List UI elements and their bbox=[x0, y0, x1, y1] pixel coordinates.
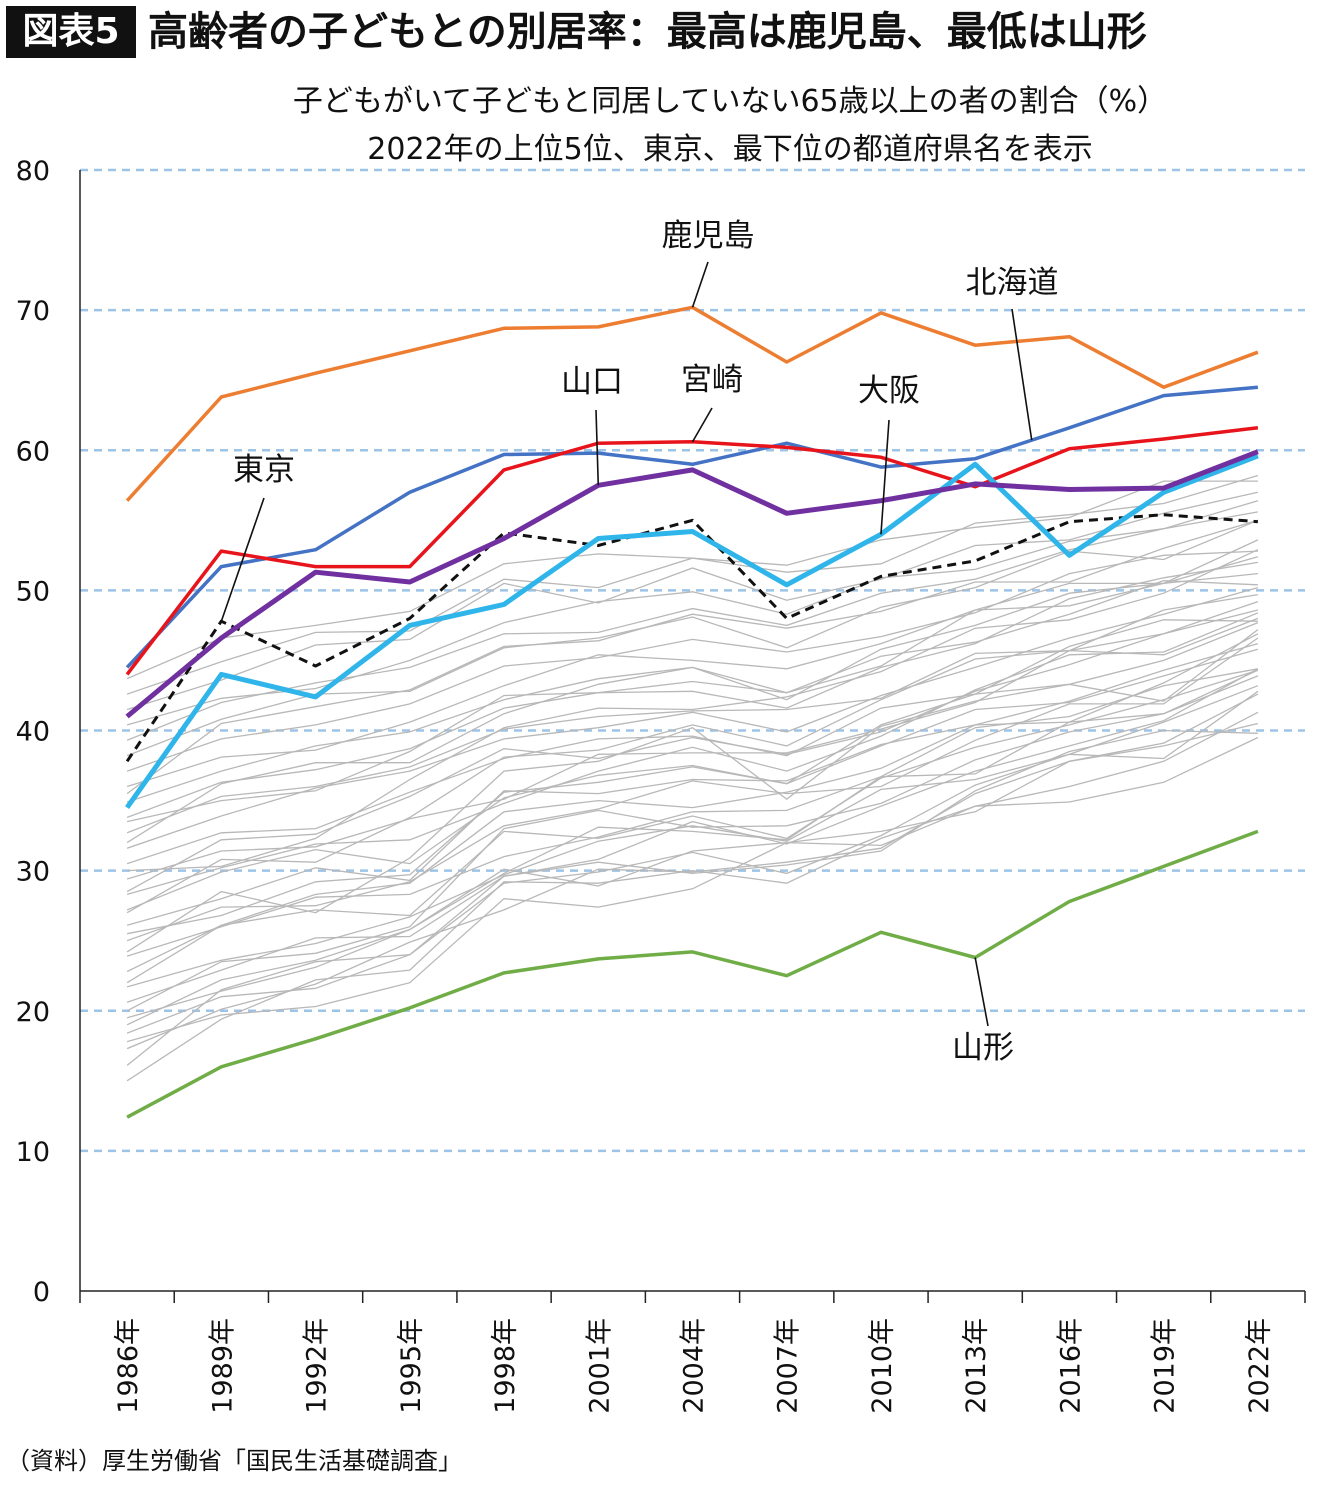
other-prefecture-line bbox=[126, 642, 1259, 926]
other-prefecture-line bbox=[126, 637, 1259, 942]
other-prefecture-line bbox=[126, 668, 1259, 1003]
other-prefecture-line bbox=[126, 500, 1259, 726]
x-tick-label: 2016年 bbox=[1055, 1318, 1086, 1414]
other-prefecture-line bbox=[126, 729, 1258, 1034]
other-prefecture-line bbox=[126, 617, 1259, 880]
y-tick-label: 10 bbox=[16, 1137, 50, 1168]
annotation-label-宮崎: 宮崎 bbox=[681, 362, 743, 398]
y-tick-label: 0 bbox=[33, 1277, 50, 1308]
annotation-leader-北海道 bbox=[1011, 308, 1033, 441]
other-prefecture-line bbox=[126, 669, 1259, 973]
other-prefecture-line bbox=[126, 736, 1259, 1043]
other-prefecture-line bbox=[126, 539, 1259, 788]
annotation-label-東京: 東京 bbox=[233, 452, 295, 488]
axes: 0 10 20 30 40 50 60 70 80 1986年 1989年 1992年 1995年 199… bbox=[16, 156, 1306, 1414]
annotation-label-鹿児島: 鹿児島 bbox=[662, 218, 755, 254]
other-prefecture-line bbox=[126, 600, 1259, 914]
series-line-北海道 bbox=[125, 385, 1259, 669]
y-tick-label: 30 bbox=[16, 857, 50, 888]
other-prefecture-line bbox=[126, 579, 1258, 823]
series-line-山形 bbox=[126, 829, 1259, 1119]
x-tick-label: 2010年 bbox=[867, 1318, 898, 1414]
other-prefecture-line bbox=[126, 519, 1259, 795]
x-tick-label: 1998年 bbox=[490, 1318, 521, 1414]
figure-label: 図表5 bbox=[6, 6, 136, 58]
x-tick-label: 2001年 bbox=[584, 1318, 615, 1414]
y-tick-label: 60 bbox=[16, 436, 50, 467]
other-prefecture-line bbox=[126, 619, 1258, 865]
other-prefecture-line bbox=[126, 621, 1259, 935]
annotation-label-大阪: 大阪 bbox=[858, 373, 920, 409]
other-prefecture-line bbox=[126, 491, 1259, 711]
annotation-leader-山口 bbox=[595, 409, 600, 486]
y-tick-label: 80 bbox=[16, 156, 50, 187]
other-prefecture-line bbox=[126, 711, 1259, 1082]
other-prefecture-line bbox=[127, 549, 1259, 872]
x-tick-label: 2013年 bbox=[961, 1318, 992, 1414]
series-line-大阪 bbox=[125, 453, 1259, 810]
annotation-leader-山形 bbox=[974, 957, 989, 1027]
other-prefecture-line bbox=[126, 685, 1259, 988]
annotation-leader-宮崎 bbox=[691, 407, 713, 443]
other-prefecture-line bbox=[126, 586, 1259, 849]
other-prefecture-line bbox=[126, 675, 1259, 1026]
other-prefecture-line bbox=[126, 561, 1259, 819]
chart-subtitle-line1: 子どもがいて子どもと同居していない65歳以上の者の割合（%） bbox=[292, 84, 1168, 119]
y-tick-label: 40 bbox=[16, 717, 50, 748]
annotation-label-北海道: 北海道 bbox=[966, 265, 1059, 301]
x-tick-label: 2007年 bbox=[773, 1318, 804, 1414]
other-prefecture-line bbox=[126, 669, 1259, 1012]
source-note: （資料）厚生労働省「国民生活基礎調査」 bbox=[6, 1447, 462, 1475]
x-tick-label: 1986年 bbox=[113, 1318, 144, 1414]
x-tick-label: 2004年 bbox=[679, 1318, 710, 1414]
x-tick-label: 2022年 bbox=[1244, 1318, 1275, 1414]
other-prefecture-line bbox=[126, 550, 1258, 772]
x-tick-label: 2019年 bbox=[1150, 1318, 1181, 1414]
chart-title: 高齢者の子どもとの別居率：最高は鹿児島、最低は山形 bbox=[148, 9, 1147, 55]
x-tick-label: 1989年 bbox=[207, 1318, 238, 1414]
other-prefecture-line bbox=[126, 480, 1258, 680]
x-tick-label: 1995年 bbox=[396, 1318, 427, 1414]
other-prefecture-line bbox=[126, 556, 1259, 844]
other-prefecture-line bbox=[126, 693, 1259, 1019]
other-prefecture-line bbox=[126, 511, 1259, 741]
annotation-label-山口: 山口 bbox=[561, 364, 623, 400]
annotation-leader-大阪 bbox=[880, 419, 890, 535]
y-tick-label: 50 bbox=[16, 576, 50, 607]
other-prefecture-lines bbox=[126, 474, 1259, 1082]
line-chart: 0 10 20 30 40 50 60 70 80 1986年 1989年 1992年 1995年 199… bbox=[16, 156, 1306, 1414]
other-prefecture-line bbox=[126, 633, 1259, 984]
other-prefecture-line bbox=[126, 648, 1259, 911]
series-line-山口 bbox=[125, 449, 1259, 719]
annotation-label-山形: 山形 bbox=[952, 1030, 1014, 1066]
chart-subtitle-line2: 2022年の上位5位、東京、最下位の都道府県名を表示 bbox=[367, 132, 1093, 167]
y-tick-label: 20 bbox=[16, 997, 50, 1028]
other-prefecture-line bbox=[126, 612, 1259, 896]
x-tick-label: 1992年 bbox=[302, 1318, 333, 1414]
annotation-leader-東京 bbox=[220, 497, 265, 622]
annotation-leader-鹿児島 bbox=[691, 261, 709, 308]
other-prefecture-line bbox=[126, 609, 1259, 893]
y-tick-label: 70 bbox=[16, 296, 50, 327]
series-line-東京 bbox=[125, 513, 1259, 763]
other-prefecture-line bbox=[126, 668, 1259, 957]
